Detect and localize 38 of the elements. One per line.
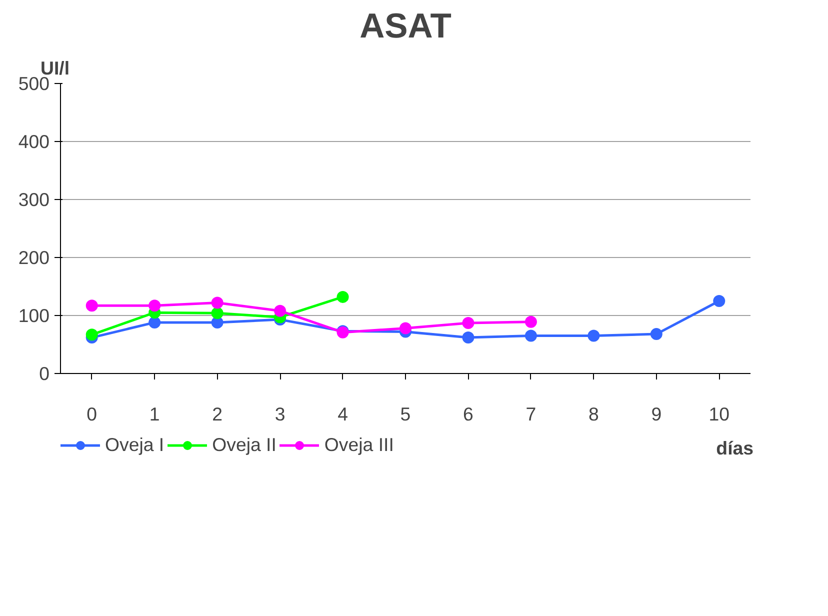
point xyxy=(211,307,224,320)
point xyxy=(336,290,349,303)
x-tick-label: 8 xyxy=(588,404,599,424)
point xyxy=(148,316,161,328)
point xyxy=(400,322,412,334)
y-tick-label: 0 xyxy=(39,363,50,384)
x-tick-label: 5 xyxy=(400,404,411,424)
x-tick-label: 3 xyxy=(274,404,286,424)
x-tick-label: 2 xyxy=(212,404,223,424)
point xyxy=(524,316,537,328)
legend-label: Oveja III xyxy=(324,434,394,456)
point xyxy=(86,328,98,341)
y-tick-label: 200 xyxy=(18,247,50,268)
x-tick-label: 6 xyxy=(463,404,474,424)
chart-title: ASAT xyxy=(360,8,452,46)
point xyxy=(713,295,726,307)
point xyxy=(650,328,662,340)
y-tick-label: 400 xyxy=(18,131,50,152)
point xyxy=(86,300,98,312)
point xyxy=(588,330,600,342)
point xyxy=(274,304,286,317)
x-tick-label: 10 xyxy=(708,404,730,424)
x-tick-label: 9 xyxy=(651,404,662,424)
y-tick-label: 100 xyxy=(18,305,50,326)
x-tick-label: 4 xyxy=(338,404,348,424)
legend-label: Oveja I xyxy=(105,434,164,456)
point xyxy=(462,317,474,330)
x-axis-title: días xyxy=(716,438,754,459)
y-axis-title: UI/l xyxy=(40,58,70,78)
point xyxy=(462,332,474,344)
x-tick-label: 1 xyxy=(149,404,160,424)
point xyxy=(211,296,224,309)
x-tick-label: 7 xyxy=(526,404,536,424)
point xyxy=(148,300,161,312)
x-tick-label: 0 xyxy=(86,404,98,424)
y-tick-label: 300 xyxy=(18,189,50,210)
legend-label: Oveja II xyxy=(212,434,276,456)
point xyxy=(524,330,537,342)
